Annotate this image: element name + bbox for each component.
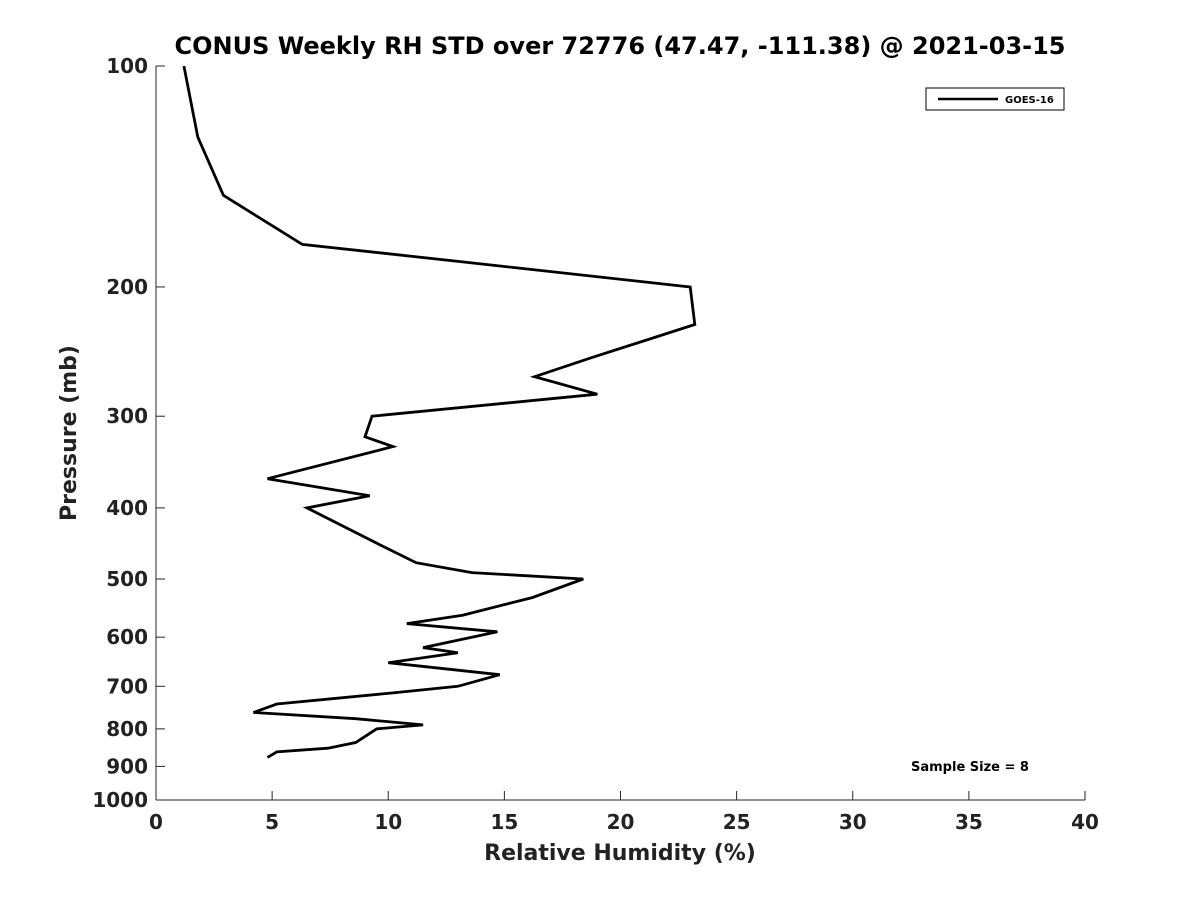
x-tick-label: 35 [955, 810, 983, 834]
y-tick-label: 700 [106, 674, 148, 698]
legend: GOES-16 [925, 87, 1065, 111]
x-tick-label: 10 [374, 810, 402, 834]
x-tick-label: 5 [265, 810, 279, 834]
y-tick-label: 500 [106, 567, 148, 591]
y-tick-label: 100 [106, 54, 148, 78]
sample-size-annotation: Sample Size = 8 [911, 760, 1029, 775]
x-tick-label: 25 [723, 810, 751, 834]
axes: 0 5 10 15 20 25 30 35 40 100 200 300 400 500 600 700 800… [92, 54, 1099, 834]
x-tick-label: 40 [1071, 810, 1099, 834]
series-line-goes-16 [182, 65, 697, 759]
y-tick-label: 600 [106, 625, 148, 649]
x-tick-label: 30 [839, 810, 867, 834]
y-tick-label: 900 [106, 754, 148, 778]
x-axis-label: Relative Humidity (%) [484, 841, 756, 866]
x-tick-label: 15 [490, 810, 518, 834]
y-tick-label: 300 [106, 404, 148, 428]
y-tick-label: 400 [106, 496, 148, 520]
y-tick-label: 1000 [92, 788, 148, 812]
y-tick-label: 200 [106, 275, 148, 299]
y-tick-label: 800 [106, 717, 148, 741]
legend-label: GOES-16 [1005, 95, 1054, 106]
x-tick-label: 20 [607, 810, 635, 834]
y-axis-label: Pressure (mb) [57, 345, 82, 521]
series-layer [182, 65, 697, 759]
x-tick-label: 0 [149, 810, 163, 834]
chart-title: CONUS Weekly RH STD over 72776 (47.47, -… [174, 32, 1065, 60]
